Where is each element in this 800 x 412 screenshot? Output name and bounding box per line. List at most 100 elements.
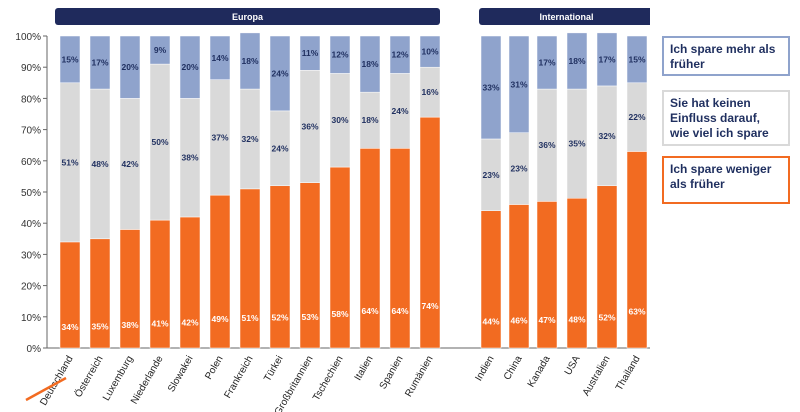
category-label: Türkei	[262, 354, 285, 384]
bar-segment-2	[89, 35, 111, 90]
category-label: Australien	[581, 354, 613, 398]
legend-more-label: Ich spare mehr als früher	[670, 42, 776, 71]
bar-segment-0	[480, 210, 502, 349]
data-label: 37%	[211, 132, 228, 142]
data-label: 58%	[331, 309, 348, 319]
data-label: 18%	[361, 59, 378, 69]
bar-segment-2	[359, 35, 381, 93]
category-label: Niederlande	[129, 354, 166, 407]
data-label: 9%	[154, 45, 167, 55]
legend-less-saving: Ich spare weniger als früher	[662, 156, 790, 204]
legend-neutral-label: Sie hat keinen Einfluss darauf, wie viel…	[670, 96, 769, 140]
data-label: 15%	[61, 54, 78, 64]
data-label: 47%	[538, 315, 555, 325]
category-label: China	[502, 354, 525, 383]
category-label: Polen	[203, 354, 225, 382]
bar-segment-2	[119, 35, 141, 99]
y-tick-label: 20%	[21, 282, 41, 293]
data-label: 46%	[510, 316, 527, 326]
bar-segment-2	[239, 32, 261, 90]
bar-segment-2	[536, 35, 558, 90]
category-label: Thailand	[614, 354, 643, 393]
data-label: 36%	[538, 140, 555, 150]
bar-segment-0	[596, 185, 618, 349]
data-label: 18%	[241, 56, 258, 66]
category-label: Rumänien	[403, 354, 435, 399]
data-label: 36%	[301, 121, 318, 131]
group-header-label-0: Europa	[232, 12, 264, 22]
category-label: Deutschland	[38, 354, 75, 408]
data-label: 11%	[302, 48, 319, 58]
bar-segment-0	[89, 238, 111, 349]
data-label: 20%	[181, 62, 198, 72]
bar-segment-2	[59, 35, 81, 84]
data-label: 38%	[181, 153, 198, 163]
data-label: 16%	[421, 87, 438, 97]
data-label: 41%	[151, 318, 168, 328]
y-tick-label: 70%	[21, 126, 41, 137]
data-label: 10%	[421, 47, 438, 57]
bar-segment-0	[209, 194, 231, 349]
category-label: Kanada	[526, 354, 553, 390]
data-label: 12%	[391, 50, 408, 60]
data-label: 22%	[628, 112, 645, 122]
data-label: 24%	[391, 106, 408, 116]
y-tick-label: 50%	[21, 188, 41, 199]
data-label: 15%	[628, 54, 645, 64]
bar-segment-0	[239, 188, 261, 349]
data-label: 52%	[598, 312, 615, 322]
data-label: 32%	[598, 131, 615, 141]
bar-segment-2	[626, 35, 648, 84]
category-label: Frankreich	[222, 354, 255, 400]
bar-segment-0	[508, 204, 530, 349]
bar-segment-2	[419, 35, 441, 68]
data-label: 18%	[361, 115, 378, 125]
data-label: 18%	[568, 56, 585, 66]
bar-segment-0	[566, 197, 588, 349]
category-label: Indien	[473, 354, 496, 383]
data-label: 64%	[391, 306, 408, 316]
data-label: 14%	[211, 53, 228, 63]
data-label: 51%	[241, 313, 258, 323]
bar-segment-0	[299, 182, 321, 349]
data-label: 31%	[510, 79, 527, 89]
category-label: Österreich	[72, 354, 105, 400]
group-header-0	[55, 8, 440, 25]
data-label: 12%	[331, 50, 348, 60]
y-tick-label: 10%	[21, 313, 41, 324]
data-label: 64%	[361, 306, 378, 316]
bar-segment-0	[626, 151, 648, 349]
bar-segment-2	[329, 35, 351, 74]
category-label: Spanien	[378, 354, 406, 391]
data-label: 17%	[91, 58, 108, 68]
data-label: 20%	[121, 62, 138, 72]
y-tick-label: 80%	[21, 94, 41, 105]
bar-segment-2	[269, 35, 291, 112]
data-label: 33%	[482, 82, 499, 92]
y-tick-label: 30%	[21, 250, 41, 261]
bar-segment-2	[389, 35, 411, 74]
data-label: 51%	[61, 157, 78, 167]
data-label: 23%	[482, 170, 499, 180]
legend-more-saving: Ich spare mehr als früher	[662, 36, 790, 76]
data-label: 17%	[538, 58, 555, 68]
data-label: 42%	[121, 159, 138, 169]
data-label: 63%	[628, 307, 645, 317]
stacked-bar-chart: Europa International 0% 10% 20% 30% 40% 50% 60% 7…	[15, 8, 650, 412]
data-label: 74%	[421, 301, 438, 311]
bar-segment-0	[536, 201, 558, 349]
bar-segment-0	[59, 241, 81, 349]
data-label: 53%	[301, 312, 318, 322]
bar-segment-2	[480, 35, 502, 140]
bar-segment-0	[419, 116, 441, 349]
data-label: 24%	[271, 68, 288, 78]
data-label: 48%	[568, 315, 585, 325]
legend-no-influence: Sie hat keinen Einfluss darauf, wie viel…	[662, 90, 790, 146]
data-label: 34%	[61, 322, 78, 332]
bar-segment-0	[119, 229, 141, 349]
group-header-1	[479, 8, 650, 25]
bar-segment-0	[359, 148, 381, 349]
data-label: 49%	[211, 314, 228, 324]
bar-segment-2	[179, 35, 201, 99]
data-label: 52%	[271, 312, 288, 322]
